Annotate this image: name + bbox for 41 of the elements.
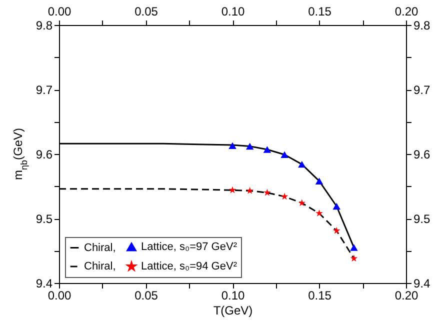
point (298, 199, 306, 206)
x-axis-title: T(GeV) (213, 304, 253, 318)
x2-tick-label: 0.10 (221, 4, 245, 18)
y2-tick-label: 9.4 (414, 276, 431, 290)
y-tick-label: 9.5 (36, 212, 53, 226)
x-tick-label: 0.00 (48, 288, 72, 302)
point (350, 254, 358, 262)
legend-label: Lattice, s₀=94 GeV² (141, 260, 238, 272)
x-tick-label: 0.10 (221, 288, 245, 302)
y-tick-label: 9.7 (36, 83, 53, 97)
legend-label: Chiral, (84, 260, 116, 272)
point (246, 186, 254, 194)
y2-tick-label: 9.6 (414, 148, 431, 162)
point (228, 142, 236, 149)
legend-label: Lattice, s₀=97 GeV² (141, 240, 238, 253)
x-tick-label: 0.15 (308, 288, 332, 302)
point (332, 226, 340, 234)
point (350, 244, 358, 251)
point (280, 192, 288, 200)
x-tick-label: 0.05 (134, 288, 158, 302)
point (246, 142, 254, 150)
legend-label: Chiral, (84, 242, 116, 254)
point (298, 160, 306, 168)
y2-tick-label: 9.5 (414, 212, 431, 226)
x2-tick-label: 0.20 (394, 4, 418, 18)
point (264, 188, 271, 196)
y-tick-label: 9.4 (36, 276, 53, 290)
point (332, 202, 340, 210)
x-tick-label: 0.20 (394, 288, 418, 302)
point (263, 146, 272, 153)
y-tick-label: 9.6 (36, 148, 53, 162)
y2-tick-label: 9.7 (414, 83, 431, 97)
x2-tick-label: 0.15 (308, 4, 332, 18)
x2-tick-label: 0.05 (134, 4, 158, 18)
y-tick-label: 9.8 (36, 18, 53, 32)
point (315, 178, 324, 184)
y2-tick-label: 9.8 (414, 18, 431, 32)
point (280, 151, 288, 158)
point (316, 209, 323, 216)
x2-tick-label: 0.00 (48, 4, 72, 18)
point (228, 186, 236, 194)
